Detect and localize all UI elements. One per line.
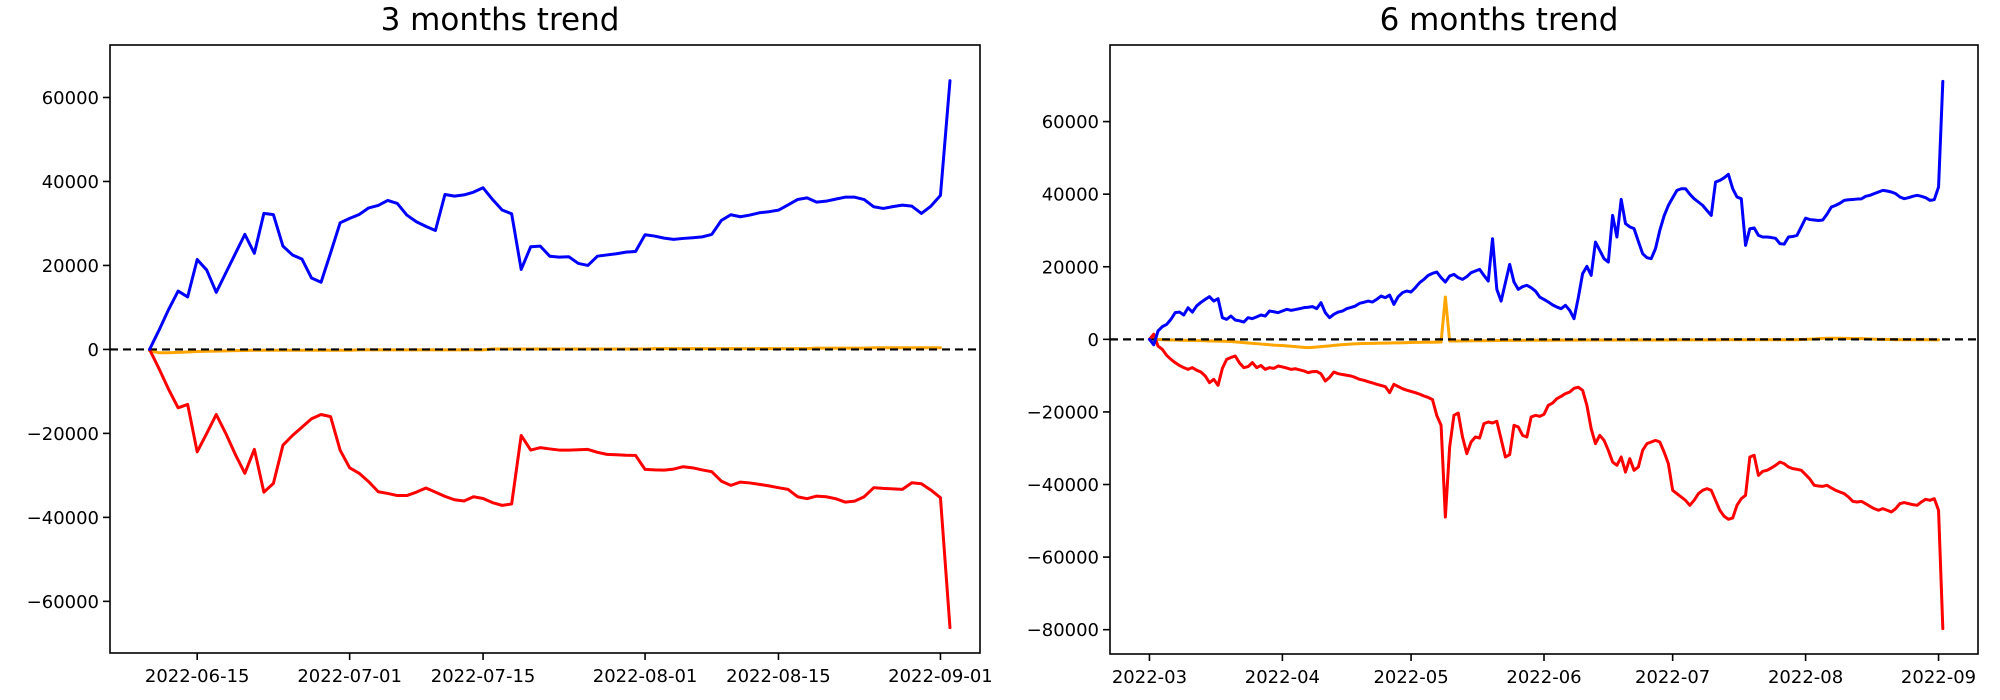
chart-3-months-trend: 3 months trend −60000 −40000 −20000 0 20000 4… <box>27 2 993 687</box>
series-line-blue-rising <box>148 79 952 351</box>
y-tick-label: 60000 <box>42 88 99 109</box>
plot-6-months-canvas: −80000 −60000 −40000 −20000 0 20000 40000 60000… <box>1027 44 1979 688</box>
y-tick-label: −40000 <box>27 508 99 529</box>
x-tick-label: 2022-04 <box>1245 667 1320 688</box>
x-tick-label: 2022-08 <box>1768 667 1843 688</box>
x-tick-label: 2022-09 <box>1901 667 1976 688</box>
x-tick-label: 2022-07-15 <box>431 666 536 687</box>
series-line-red-declining <box>148 347 952 630</box>
y-tick-label: 0 <box>1088 330 1099 351</box>
y-tick-label: −80000 <box>1027 620 1099 641</box>
x-tick-label: 2022-09-01 <box>888 666 993 687</box>
chart-title-3-months: 3 months trend <box>380 2 620 38</box>
chart-6-months-trend: 6 months trend −80000 −60000 −40000 −20000 0… <box>1000 0 2000 700</box>
plot-3-months-canvas: −60000 −40000 −20000 0 20000 40000 60000 2022-0… <box>27 44 993 687</box>
y-tick-label: 60000 <box>1042 112 1099 133</box>
x-tick-label: 2022-03 <box>1112 667 1187 688</box>
chart-title-6-months: 6 months trend <box>1379 2 1619 38</box>
y-tick-label: 0 <box>88 340 99 361</box>
y-tick-label: −60000 <box>27 592 99 613</box>
y-tick-label: 40000 <box>42 172 99 193</box>
y-tick-label: −20000 <box>1027 402 1099 423</box>
x-tick-label: 2022-07 <box>1635 667 1710 688</box>
y-tick-label: 20000 <box>42 256 99 277</box>
y-tick-label: −20000 <box>27 424 99 445</box>
x-tick-label: 2022-05 <box>1373 667 1448 688</box>
x-tick-label: 2022-06-15 <box>145 666 250 687</box>
series-line-red-declining <box>1147 332 1945 631</box>
y-tick-label: −40000 <box>1027 475 1099 496</box>
plot-border <box>1109 44 1979 655</box>
series-line-blue-rising <box>1147 79 1945 347</box>
y-tick-label: −60000 <box>1027 548 1099 569</box>
x-tick-label: 2022-06 <box>1506 667 1581 688</box>
x-tick-label: 2022-07-01 <box>297 666 402 687</box>
x-tick-label: 2022-08-01 <box>593 666 698 687</box>
y-tick-label: 20000 <box>1042 257 1099 278</box>
y-tick-label: 40000 <box>1042 185 1099 206</box>
x-tick-label: 2022-08-15 <box>726 666 831 687</box>
plot-border <box>109 44 981 654</box>
